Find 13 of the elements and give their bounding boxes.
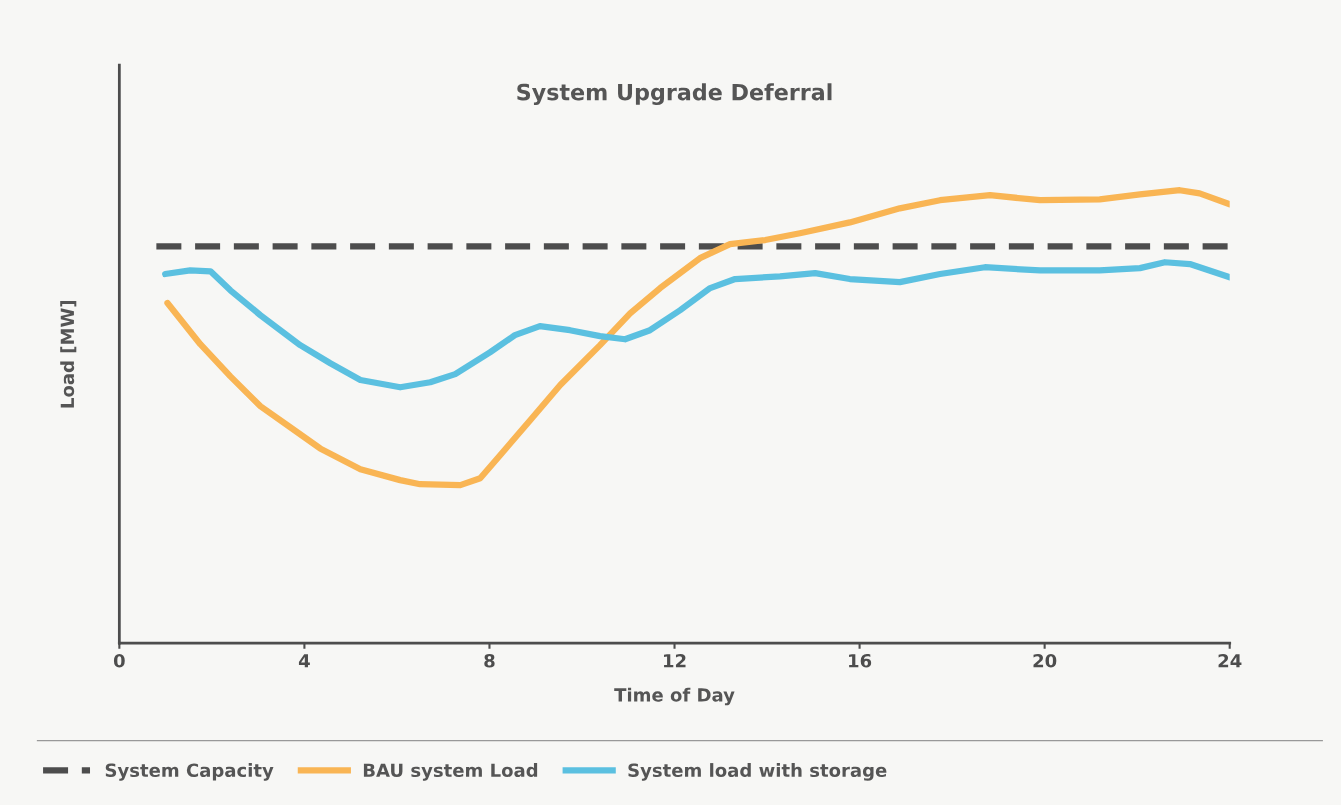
y-axis-title: Load [MW] <box>60 300 77 408</box>
x-tick-label: 4 <box>298 654 310 668</box>
x-tick-label: 0 <box>113 653 125 668</box>
chart-title: System Upgrade Deferral <box>517 83 832 105</box>
legend-label: System Capacity <box>105 763 274 781</box>
x-tick-label: 20 <box>1033 653 1057 668</box>
legend-label: BAU system Load <box>363 763 538 781</box>
x-tick-label: 24 <box>1218 653 1242 668</box>
legend-label: System load with storage <box>628 763 887 781</box>
x-axis-title: Time of Day <box>614 687 735 706</box>
x-tick-label: 8 <box>484 653 495 668</box>
x-tick-label: 12 <box>664 653 686 668</box>
x-tick-label: 16 <box>849 653 872 668</box>
